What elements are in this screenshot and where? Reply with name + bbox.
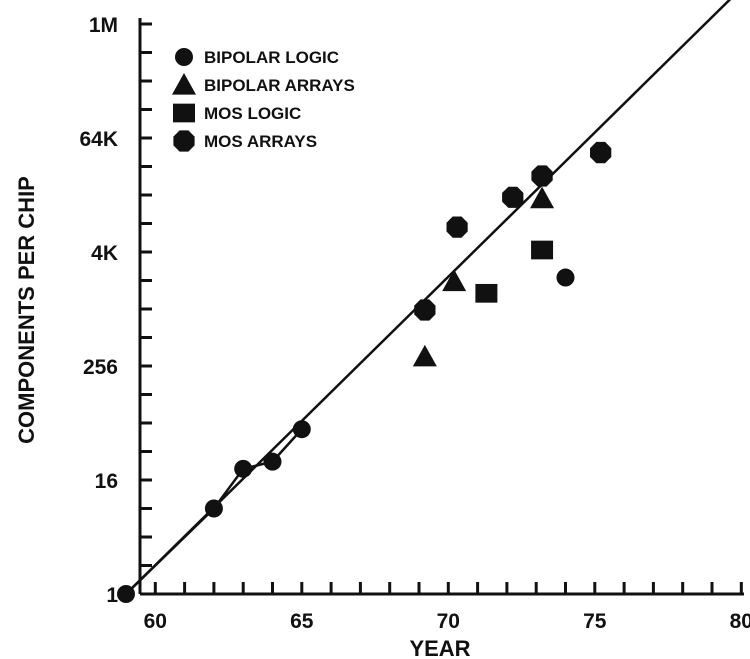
data-point-mos-logic <box>531 240 554 260</box>
data-point-bipolar-arrays <box>530 186 555 209</box>
legend-marker-bipolar-arrays <box>172 73 196 95</box>
x-tick-label: 65 <box>290 610 314 633</box>
x-tick-label: 60 <box>144 610 167 633</box>
x-ticks: 60 65 70 75 80 <box>144 582 750 633</box>
data-point-bipolar-arrays <box>442 269 467 292</box>
y-tick-label: 16 <box>95 470 118 493</box>
y-tick-label: 1 <box>106 584 118 607</box>
data-point-bipolar-arrays <box>412 344 437 367</box>
legend-marker-mos-logic <box>173 103 195 123</box>
data-point-mos-arrays <box>590 141 612 164</box>
data-point-bipolar-logic <box>263 452 282 471</box>
legend-marker-mos-arrays <box>173 130 195 152</box>
legend-label-bipolar-arrays: BIPOLAR ARRAYS <box>204 76 355 95</box>
x-tick-label: 80 <box>730 610 750 633</box>
data-point-mos-logic <box>475 283 498 303</box>
x-tick-label: 75 <box>583 610 607 633</box>
y-axis-title: COMPONENTS PER CHIP <box>14 176 39 444</box>
legend-label-mos-logic: MOS LOGIC <box>204 104 301 123</box>
data-point-mos-arrays <box>502 186 524 208</box>
data-point-mos-arrays <box>446 216 468 238</box>
y-tick-label: 64K <box>79 128 118 151</box>
y-tick-label: 256 <box>83 356 118 379</box>
legend: BIPOLAR LOGIC BIPOLAR ARRAYS MOS LOGIC MOS … <box>172 48 355 152</box>
data-point-mos-arrays <box>531 165 553 187</box>
legend-marker-bipolar-logic <box>175 48 193 66</box>
y-tick-label: 4K <box>91 242 118 265</box>
x-axis-title: YEAR <box>409 636 470 659</box>
x-tick-label: 70 <box>437 610 460 633</box>
data-point-bipolar-logic <box>556 268 575 287</box>
data-point-bipolar-logic <box>204 499 223 518</box>
data-point-bipolar-logic <box>234 459 253 478</box>
data-point-bipolar-logic <box>117 585 135 603</box>
y-tick-label: 1M <box>89 14 118 37</box>
y-ticks: 1 16 256 4K 64K 1M <box>79 14 152 607</box>
legend-label-mos-arrays: MOS ARRAYS <box>204 132 317 151</box>
data-point-bipolar-logic <box>292 420 311 439</box>
legend-label-bipolar-logic: BIPOLAR LOGIC <box>204 48 339 67</box>
plot-axes <box>138 18 744 596</box>
data-point-mos-arrays <box>414 299 436 321</box>
data-markers <box>117 141 612 603</box>
trend-line <box>125 0 732 595</box>
